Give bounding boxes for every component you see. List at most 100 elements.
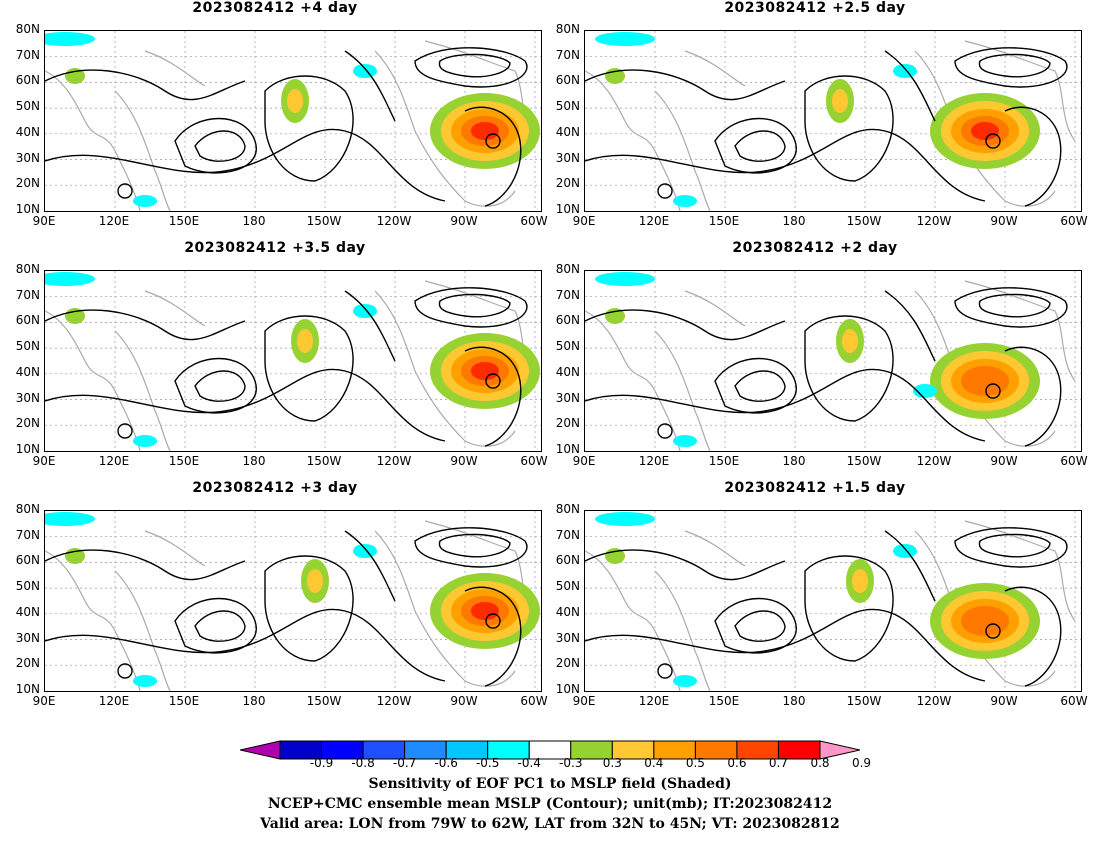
coastline: [45, 550, 141, 691]
sensitivity-shading: [595, 32, 655, 46]
lon-tick-label: 180: [782, 214, 806, 228]
map-area: [44, 270, 542, 452]
lat-tick-label: 80N: [15, 22, 40, 36]
lon-tick-label: 60W: [520, 694, 548, 708]
lon-tick-label: 150W: [306, 694, 342, 708]
lon-tick-label: 120W: [916, 454, 952, 468]
lon-tick-label: 180: [242, 454, 266, 468]
lon-tick-label: 180: [242, 214, 266, 228]
lon-tick-label: 90E: [32, 214, 56, 228]
colorbar-tick-label: 0.7: [768, 756, 788, 770]
pressure-contour: [344, 290, 396, 362]
pressure-contour: [438, 293, 511, 318]
lat-tick-label: 60N: [555, 313, 580, 328]
panel-title: 2023082412 +2.5 day: [724, 0, 906, 16]
lon-tick-label: 90W: [990, 454, 1018, 468]
sensitivity-shading: [673, 675, 697, 687]
map-panel: 2023082412 +3 day 80N 70N 60N 50N 40N 30N 20N 10…: [0, 480, 550, 722]
lat-tick-label: 70N: [555, 47, 580, 62]
lat-tick-label: 20N: [555, 176, 580, 191]
pressure-contour: [985, 623, 1001, 639]
caption-line-2: NCEP+CMC ensemble mean MSLP (Contour); u…: [267, 796, 833, 812]
pressure-contour: [954, 287, 1068, 328]
sensitivity-shading: [971, 122, 999, 140]
colorbar-tick-label: -0.6: [434, 756, 458, 770]
lon-tick-label: 150E: [168, 214, 200, 228]
pressure-contour: [194, 370, 246, 402]
map-area: [584, 510, 1082, 692]
lat-tick-label: 20N: [555, 656, 580, 671]
lat-tick-label: 10N: [15, 682, 40, 696]
lat-tick-label: 10N: [15, 442, 40, 456]
coastline: [374, 530, 516, 687]
lat-tick-label: 50N: [15, 339, 40, 354]
coastline: [144, 530, 206, 567]
lon-tick-label: 90W: [450, 454, 478, 468]
coastline: [374, 50, 516, 207]
lat-tick-label: 60N: [555, 553, 580, 568]
lat-tick-label: 10N: [555, 682, 580, 696]
sensitivity-shading: [893, 64, 917, 78]
coastline: [654, 90, 711, 211]
map-panel: 2023082412 +2.5 day 80N 70N 60N 50N 40N 30N 20N…: [540, 0, 1090, 242]
lon-tick-label: 60W: [1060, 214, 1088, 228]
colorbar-tick-label: 0.3: [602, 756, 622, 770]
pressure-contour: [344, 50, 396, 122]
pressure-contour: [734, 370, 786, 402]
coastline: [114, 90, 171, 211]
lon-tick-label: 150W: [846, 214, 882, 228]
pressure-contour: [985, 133, 1001, 149]
coastline: [684, 290, 746, 327]
pressure-contour: [45, 69, 246, 101]
sensitivity-shading: [45, 272, 95, 286]
pressure-contour: [344, 530, 396, 602]
lon-tick-label: 90E: [32, 454, 56, 468]
lat-tick-label: 10N: [555, 442, 580, 456]
lon-tick-label: 120W: [376, 694, 412, 708]
lat-tick-label: 40N: [15, 604, 40, 619]
lat-tick-label: 80N: [15, 262, 40, 276]
coastline: [144, 290, 206, 327]
coastline: [585, 550, 681, 691]
sensitivity-shading: [353, 304, 377, 318]
sensitivity-shading: [45, 32, 95, 46]
sensitivity-shading: [287, 89, 303, 113]
lat-tick-label: 80N: [555, 22, 580, 36]
panel-title: 2023082412 +1.5 day: [724, 480, 906, 496]
lat-tick-label: 60N: [15, 73, 40, 88]
lat-tick-label: 60N: [555, 73, 580, 88]
coastline: [964, 280, 1076, 382]
pressure-contour: [954, 47, 1068, 88]
pressure-contour: [1004, 346, 1062, 447]
pressure-contour: [657, 423, 673, 439]
pressure-contour: [978, 533, 1051, 558]
sensitivity-shading: [471, 122, 499, 140]
lon-tick-label: 120W: [916, 214, 952, 228]
map-area: [44, 30, 542, 212]
colorbar-low-triangle: [240, 740, 281, 760]
lat-tick-label: 20N: [555, 416, 580, 431]
colorbar-tick-label: 0.5: [685, 756, 705, 770]
panel-title: 2023082412 +3 day: [192, 480, 358, 496]
pressure-contour: [45, 309, 246, 341]
pressure-contour: [45, 128, 446, 202]
lat-tick-label: 50N: [15, 579, 40, 594]
coastline: [684, 530, 746, 567]
lat-tick-label: 30N: [15, 630, 40, 645]
lat-tick-label: 70N: [555, 527, 580, 542]
lon-tick-label: 120E: [98, 694, 130, 708]
lat-tick-label: 50N: [15, 99, 40, 114]
sensitivity-shading: [913, 384, 937, 398]
lon-tick-label: 90W: [450, 694, 478, 708]
lat-tick-label: 20N: [15, 176, 40, 191]
lat-tick-label: 50N: [555, 579, 580, 594]
lon-tick-label: 120E: [638, 214, 670, 228]
colorbar-high-triangle: [819, 740, 860, 760]
colorbar-tick-label: -0.3: [559, 756, 583, 770]
map-area: [584, 30, 1082, 212]
lat-tick-label: 80N: [555, 262, 580, 276]
lon-tick-label: 90W: [990, 694, 1018, 708]
sensitivity-shading: [133, 195, 157, 207]
lat-tick-label: 50N: [555, 99, 580, 114]
pressure-contour: [485, 133, 501, 149]
